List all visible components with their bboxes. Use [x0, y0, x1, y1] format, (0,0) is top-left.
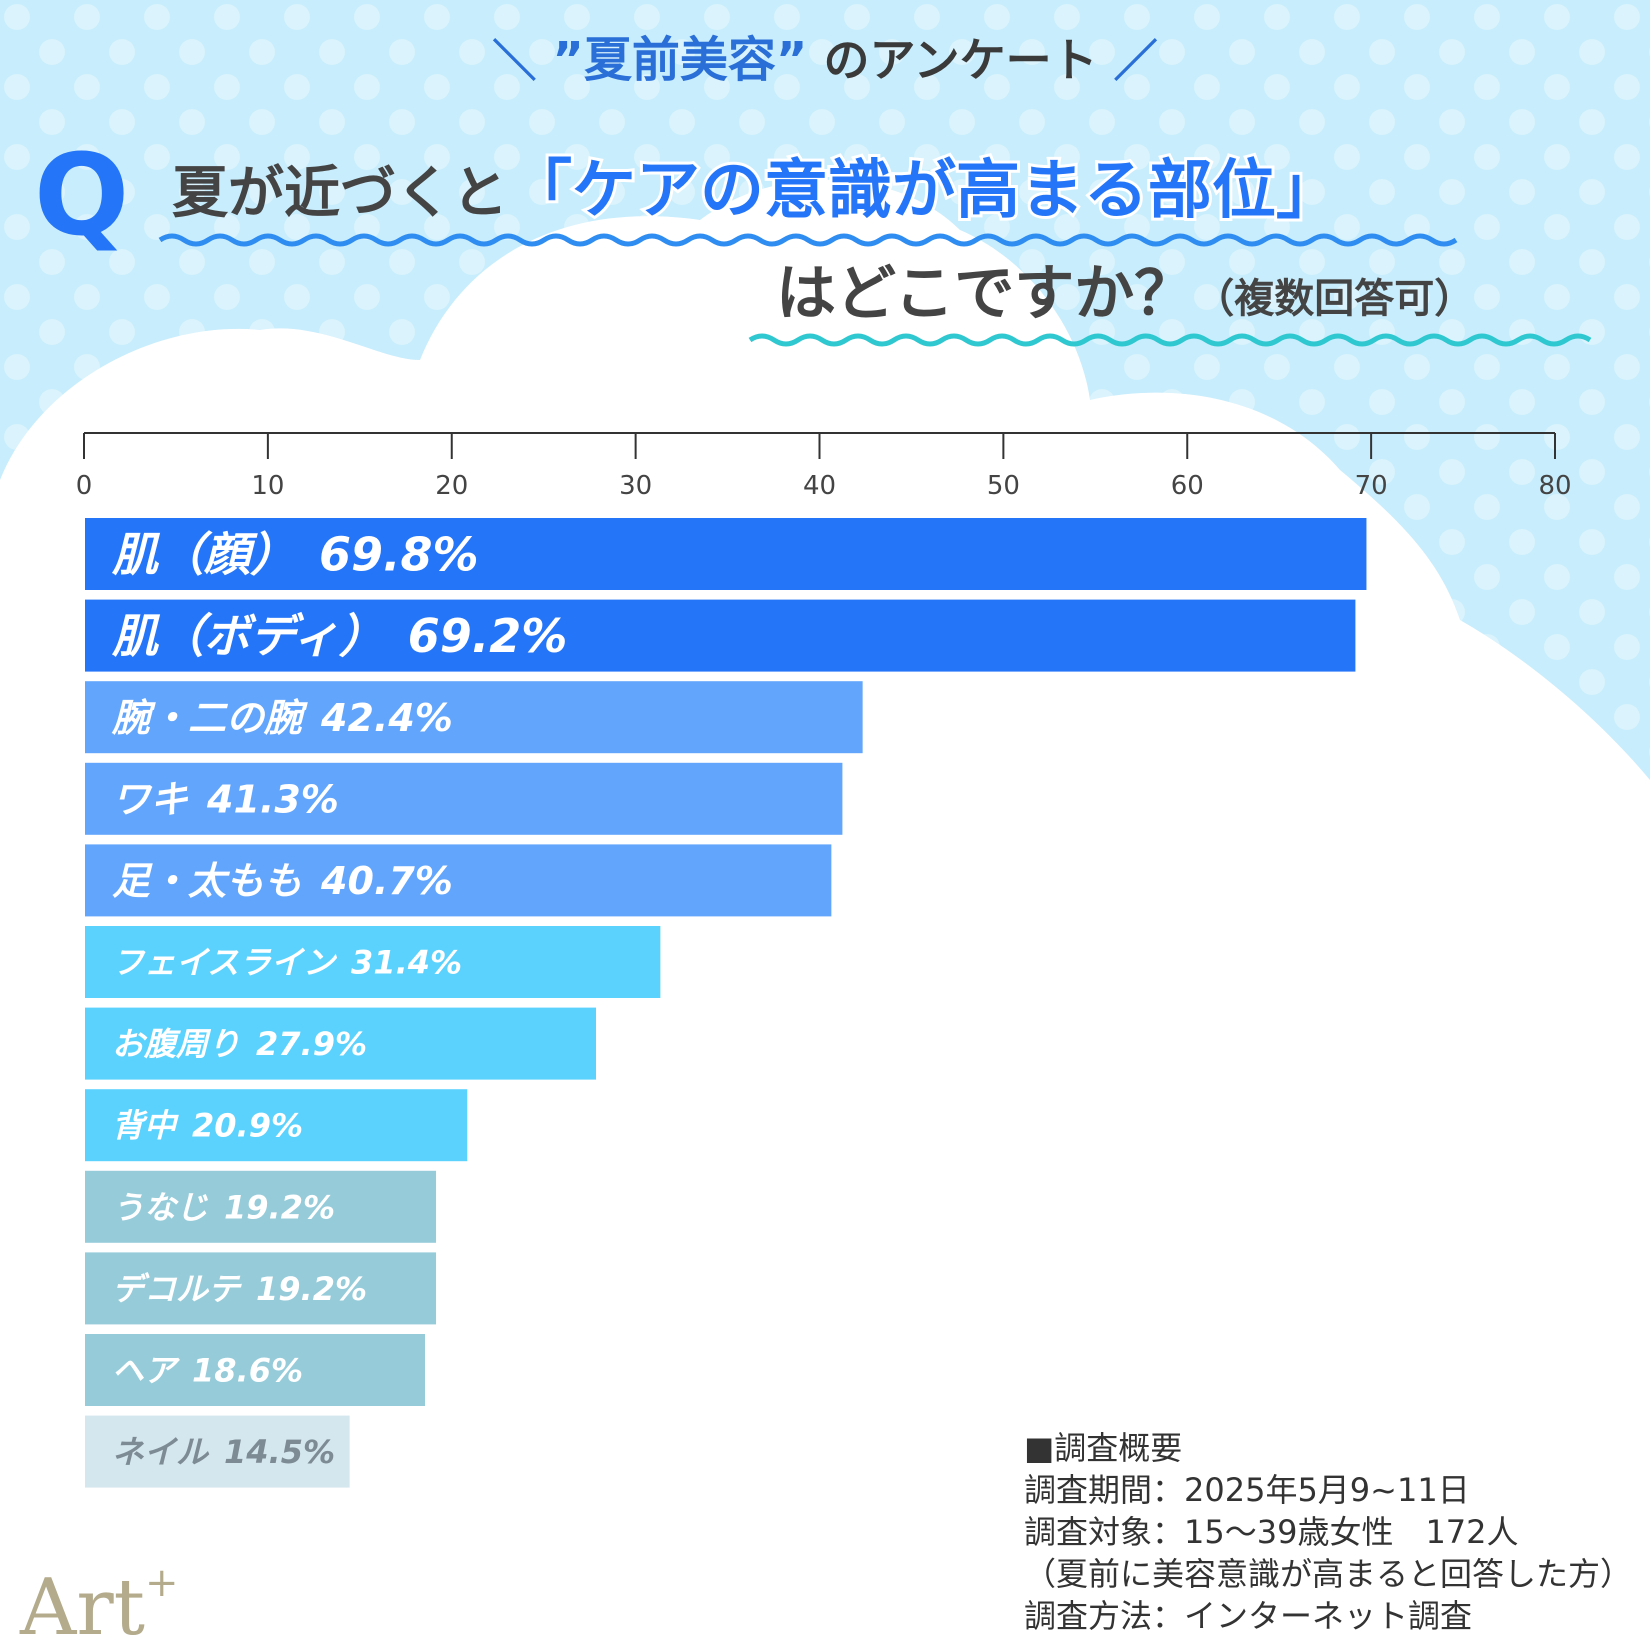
bar — [83, 842, 834, 919]
bar-category-label: ワキ — [112, 777, 188, 821]
subtitle: ／ — [1114, 36, 1158, 87]
survey-note: 調査期間：2025年5月9~11日 — [1024, 1471, 1470, 1509]
bar-category-label: 肌（顔） — [111, 528, 296, 582]
bar — [83, 1413, 352, 1490]
bar — [83, 516, 1369, 592]
x-tick-label: 40 — [803, 471, 836, 501]
bar-value-label: 27.9% — [256, 1025, 367, 1063]
subtitle: のアンケート — [823, 33, 1097, 87]
bar-category-label: うなじ — [112, 1188, 208, 1226]
survey-note: （夏前に美容意識が高まると回答した方） — [1024, 1555, 1632, 1593]
bar-value-label: 20.9% — [192, 1107, 303, 1145]
bar-category-label: 腕・二の腕 — [111, 696, 308, 740]
bar-value-label: 69.8% — [319, 528, 479, 582]
title: 「ケアの意識が高まる部位」 — [508, 154, 1340, 228]
question-mark: Q — [34, 131, 129, 261]
bar-value-label: 42.4% — [320, 696, 453, 740]
bar-category-label: フェイスライン — [112, 944, 338, 982]
subtitle: ”夏前美容” — [552, 32, 807, 88]
bar — [83, 1168, 439, 1245]
x-tick-label: 10 — [251, 471, 284, 501]
bar — [83, 597, 1358, 674]
x-tick-label: 50 — [987, 471, 1020, 501]
bar-category-label: お腹周り — [112, 1025, 240, 1063]
bar — [83, 924, 663, 1000]
wavy-underline — [748, 333, 1592, 347]
x-tick-label: 30 — [619, 471, 652, 501]
bar-value-label: 40.7% — [320, 859, 453, 903]
subtitle: ＼ — [492, 36, 536, 87]
logo: Art — [19, 1563, 145, 1650]
title: 夏が近づくと — [172, 161, 508, 226]
bar-value-label: 19.2% — [256, 1270, 367, 1308]
survey-note: 調査方法：インターネット調査 — [1024, 1597, 1472, 1635]
x-tick-label: 70 — [1355, 471, 1388, 501]
header: ＼ ”夏前美容” のアンケート ／ Q 夏が近づくと 「ケアの意識が高まる部位」はどこですか… — [34, 32, 1474, 329]
x-tick-label: 60 — [1171, 471, 1204, 501]
title: はどこですか？ — [776, 259, 1194, 329]
wavy-underline — [158, 233, 1458, 247]
x-tick-label: 0 — [76, 471, 93, 501]
bar-value-label: 19.2% — [224, 1188, 335, 1226]
x-tick-label: 20 — [435, 471, 468, 501]
bar-value-label: 69.2% — [408, 609, 568, 663]
survey-note: 調査対象：15～39歳女性 172人 — [1024, 1513, 1519, 1551]
bar — [83, 1332, 428, 1408]
x-tick-label: 80 — [1538, 471, 1571, 501]
bar-value-label: 31.4% — [351, 944, 462, 982]
bar-category-label: ヘア — [112, 1352, 180, 1390]
bar-value-label: 41.3% — [206, 777, 339, 821]
title: （複数回答可） — [1194, 276, 1474, 322]
plot: 0 10 20 30 40 50 60 70 80 肌（顔） 69.8% 肌（ボディ） 69.2% 腕・二… — [19, 432, 1632, 1650]
bar-category-label: 足・太もも — [112, 859, 302, 903]
survey-note: ■調査概要 — [1024, 1429, 1182, 1467]
bar — [83, 760, 845, 837]
bar-category-label: ネイル — [112, 1433, 210, 1471]
bar-value-label: 14.5% — [224, 1433, 335, 1471]
bar — [83, 1087, 470, 1164]
logo-sup: + — [145, 1560, 179, 1606]
bar — [83, 1250, 439, 1327]
bar — [83, 679, 865, 756]
bar-category-label: デコルテ — [112, 1270, 242, 1308]
bar-value-label: 18.6% — [192, 1352, 303, 1390]
bar-category-label: 肌（ボディ） — [111, 609, 385, 663]
bar-category-label: 背中 — [112, 1107, 179, 1145]
bar — [83, 1005, 599, 1082]
